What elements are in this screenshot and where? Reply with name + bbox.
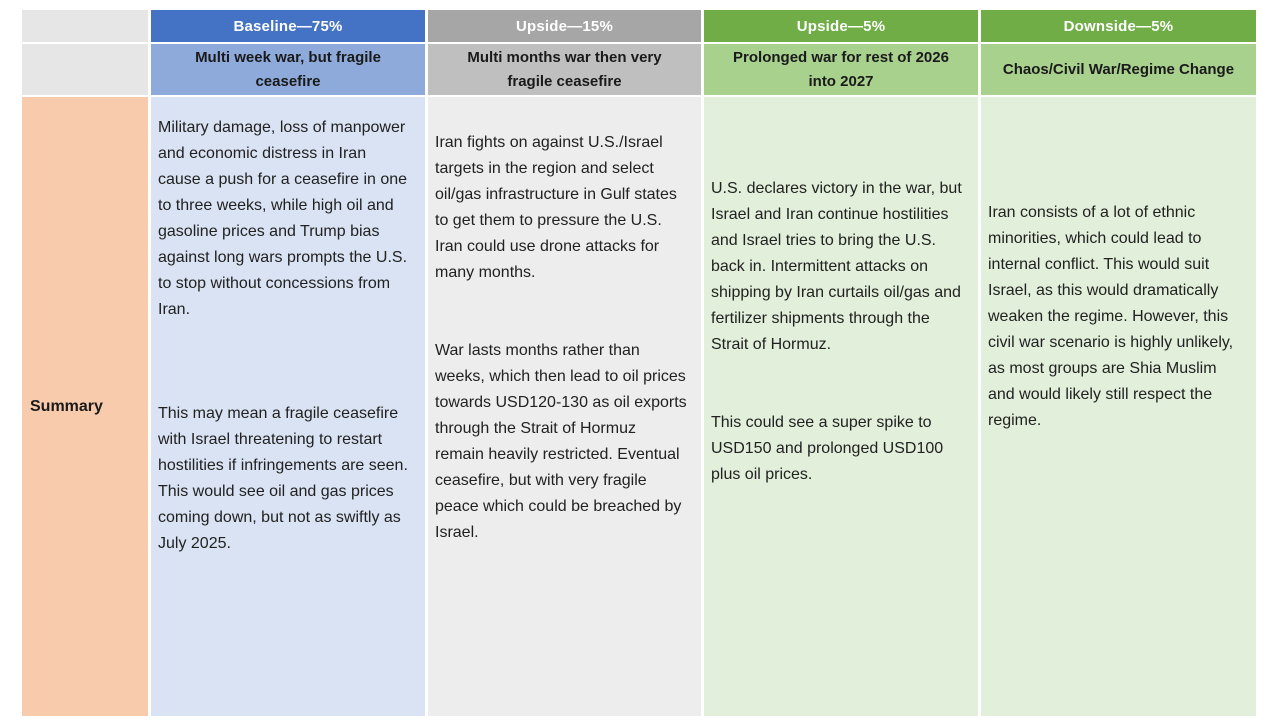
label-column-header-spacer-1 xyxy=(22,10,148,42)
column-header-upside-5-label: Upside—5% xyxy=(796,17,886,35)
summary-upside-15-paragraph-1: Iran fights on against U.S./Israel targe… xyxy=(435,134,677,281)
column-subtitle-upside-5: Prolonged war for rest of 2026 into 2027 xyxy=(704,44,978,95)
column-header-downside-5: Downside—5% xyxy=(981,10,1256,42)
column-header-upside-15-label: Upside—15% xyxy=(515,17,614,35)
column-header-upside-15: Upside—15% xyxy=(428,10,701,42)
summary-baseline-paragraph-1: Military damage, loss of manpower and ec… xyxy=(158,119,408,318)
summary-cell-baseline: Military damage, loss of manpower and ec… xyxy=(151,97,425,716)
column-subtitle-upside-5-label: Prolonged war for rest of 2026 into 2027 xyxy=(733,48,949,90)
summary-baseline-paragraph-2: This may mean a fragile ceasefire with I… xyxy=(158,405,408,552)
summary-cell-downside-5: Iran consists of a lot of ethnic minorit… xyxy=(981,97,1256,716)
column-subtitle-baseline-label: Multi week war, but fragile ceasefire xyxy=(195,48,381,90)
column-subtitle-upside-15: Multi months war then very fragile cease… xyxy=(428,44,701,95)
summary-downside-5-paragraph-1: Iran consists of a lot of ethnic minorit… xyxy=(988,204,1234,429)
summary-upside-5-paragraph-1: U.S. declares victory in the war, but Is… xyxy=(711,180,962,353)
summary-cell-upside-5: U.S. declares victory in the war, but Is… xyxy=(704,97,978,716)
summary-upside-15-paragraph-2: War lasts months rather than weeks, whic… xyxy=(435,342,687,541)
column-subtitle-upside-15-label: Multi months war then very fragile cease… xyxy=(467,48,662,90)
column-subtitle-downside-5-label: Chaos/Civil War/Regime Change xyxy=(1002,60,1235,78)
column-header-downside-5-label: Downside—5% xyxy=(1063,17,1174,35)
column-header-baseline: Baseline—75% xyxy=(151,10,425,42)
row-label-summary: Summary xyxy=(22,97,148,716)
row-label-summary-text: Summary xyxy=(30,397,103,415)
column-subtitle-baseline: Multi week war, but fragile ceasefire xyxy=(151,44,425,95)
column-subtitle-downside-5: Chaos/Civil War/Regime Change xyxy=(981,44,1256,95)
summary-cell-upside-15: Iran fights on against U.S./Israel targe… xyxy=(428,97,701,716)
column-header-upside-5: Upside—5% xyxy=(704,10,978,42)
summary-upside-5-paragraph-2: This could see a super spike to USD150 a… xyxy=(711,414,944,483)
label-column-header-spacer-2 xyxy=(22,44,148,95)
scenario-table: Baseline—75% Upside—15% Upside—5% Downsi… xyxy=(22,10,1256,716)
column-header-baseline-label: Baseline—75% xyxy=(233,17,343,35)
